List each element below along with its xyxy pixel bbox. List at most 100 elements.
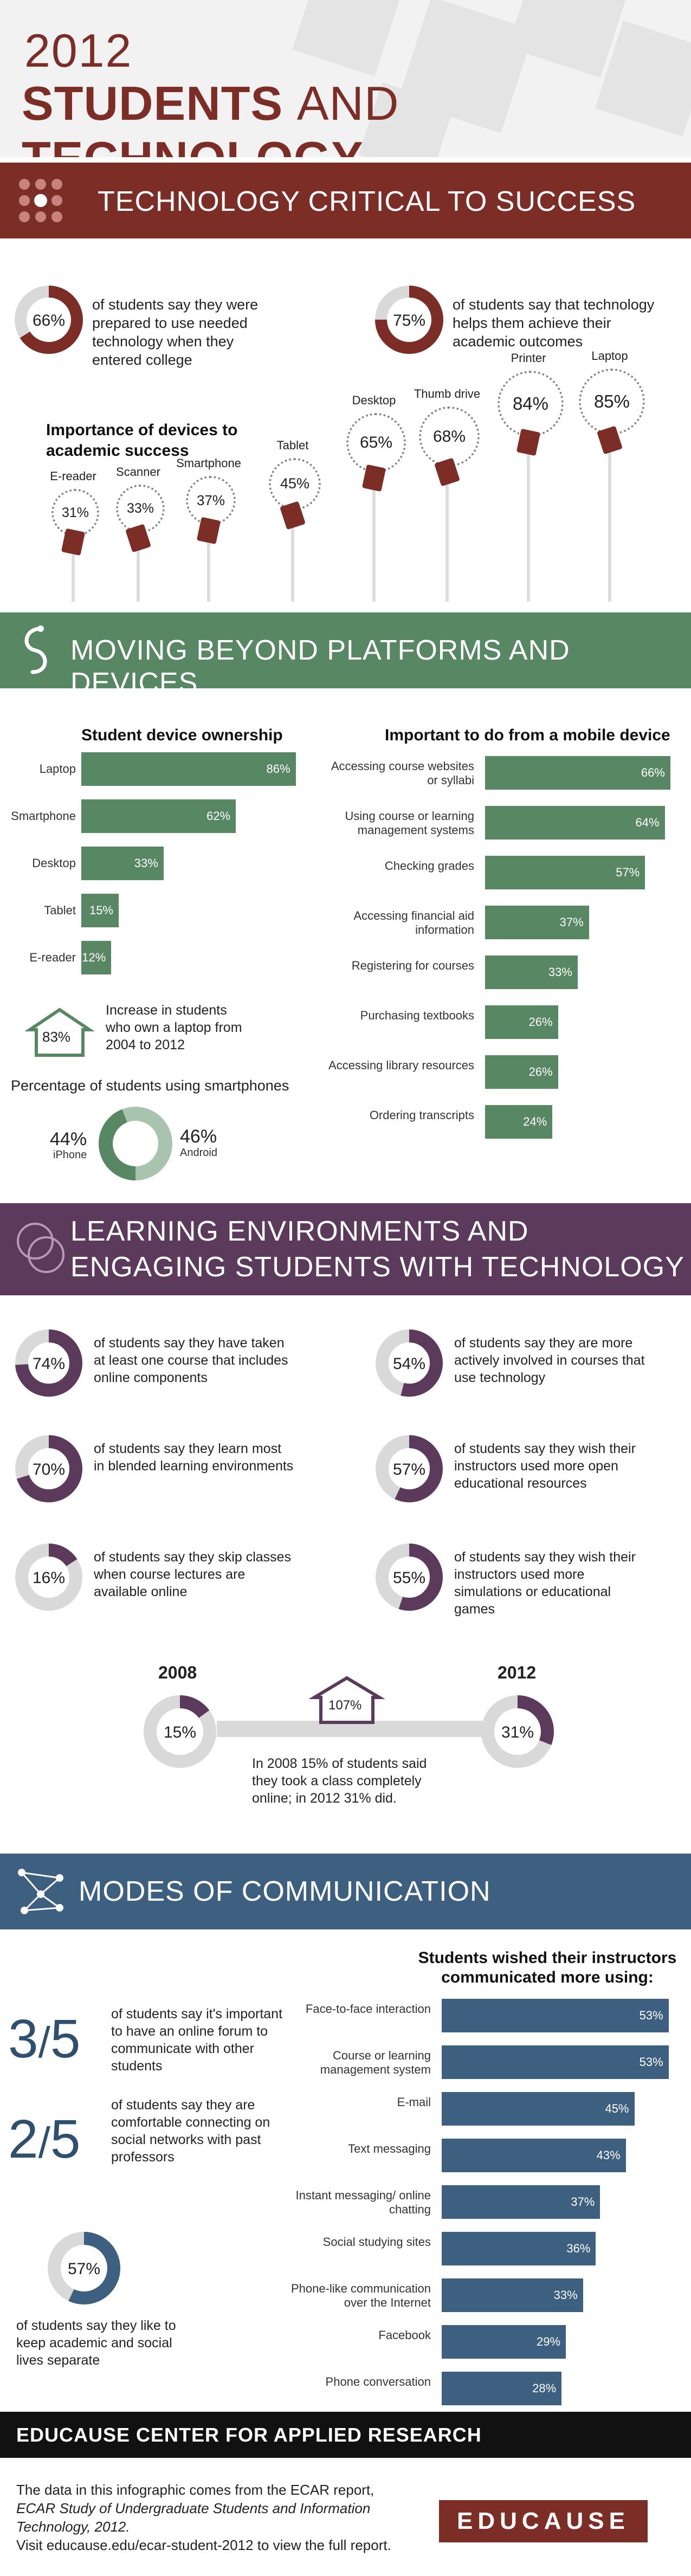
source-text: The data in this infographic comes from …	[16, 2481, 428, 2554]
mobile-label: Ordering transcripts	[369, 1108, 474, 1122]
comm-label: E-mail	[397, 2095, 431, 2109]
section-title-learning-2: ENGAGING STUDENTS WITH TECHNOLOGY	[70, 1251, 684, 1283]
donut-learning-value: 54%	[393, 1355, 425, 1373]
footer-org: EDUCAUSE CENTER FOR APPLIED RESEARCH	[16, 2424, 482, 2446]
device-label: Smartphone	[176, 456, 241, 470]
donut-learning-value: 74%	[33, 1355, 65, 1373]
comm-label: Course or learning management system	[320, 2049, 431, 2076]
section-title-communication: MODES OF COMMUNICATION	[79, 1876, 491, 1907]
mobile-bar: 64%	[485, 806, 665, 840]
mobile-label: Registering for courses	[351, 959, 474, 972]
comm-bar: 45%	[442, 2092, 635, 2126]
source-line-3: Visit educause.edu/ecar-student-2012 to …	[16, 2537, 391, 2553]
frac1-den: 5	[50, 2009, 81, 2069]
dots-grid-icon	[19, 179, 62, 222]
section-title-success: TECHNOLOGY CRITICAL TO SUCCESS	[98, 186, 636, 217]
android-label: Android	[180, 1147, 217, 1159]
device-value: 85%	[578, 368, 645, 435]
mobile-label: Checking grades	[384, 859, 474, 873]
educause-logo: EDUCAUSE	[439, 2500, 648, 2542]
donut-learning: 54%	[376, 1329, 443, 1397]
comm-bar: 28%	[442, 2372, 562, 2405]
device-label: Tablet	[276, 438, 309, 452]
donut-learning: 74%	[15, 1329, 82, 1397]
donut-learning-value: 55%	[393, 1569, 425, 1587]
ownership-value: 12%	[82, 951, 106, 964]
mobile-value: 24%	[523, 1115, 547, 1128]
decor-square	[292, 0, 402, 76]
mobile-value: 33%	[548, 965, 572, 979]
section-learning-content	[0, 1295, 691, 1854]
section-bar-learning: LEARNING ENVIRONMENTS AND ENGAGING STUDE…	[0, 1203, 691, 1295]
android-value: 46%	[180, 1126, 217, 1147]
smartphone-title: Percentage of students using smartphones	[11, 1077, 289, 1094]
ownership-title: Student device ownership	[81, 726, 283, 744]
frac2-den: 5	[50, 2109, 81, 2170]
mobile-value: 26%	[528, 1065, 553, 1079]
mobile-bar: 26%	[485, 1055, 558, 1089]
stat-outcomes-text: of students say that technology helps th…	[453, 296, 655, 350]
mobile-label: Using course or learning management syst…	[345, 809, 474, 837]
device-value: 68%	[419, 406, 480, 467]
donut-learning-value: 57%	[393, 1461, 425, 1479]
source-box: The data in this infographic comes from …	[0, 2458, 691, 2576]
source-line-2: ECAR Study of Undergraduate Students and…	[16, 2500, 371, 2535]
comm-label: Social studying sites	[322, 2235, 431, 2249]
iphone-label: iPhone	[53, 1149, 87, 1161]
network-icon	[18, 1869, 63, 1914]
mobile-value: 26%	[528, 1015, 553, 1029]
comm-bar: 36%	[442, 2232, 596, 2265]
house-arrow-icon	[24, 1008, 95, 1057]
device-stem	[137, 506, 140, 602]
footer-bar: EDUCAUSE CENTER FOR APPLIED RESEARCH	[0, 2412, 691, 2458]
section-title-learning-1: LEARNING ENVIRONMENTS AND	[70, 1216, 529, 1247]
donut-outcomes-value: 75%	[393, 312, 425, 330]
ownership-label: Desktop	[32, 856, 76, 870]
ownership-value: 33%	[134, 856, 158, 870]
learning-stat-text: of students say they wish their instruct…	[454, 1550, 636, 1617]
comm-value: 29%	[537, 2335, 561, 2348]
ownership-bar: 12%	[81, 941, 112, 974]
ownership-label: Tablet	[44, 903, 76, 917]
ownership-bar: 62%	[81, 799, 236, 833]
donut-2008: 15%	[144, 1695, 216, 1768]
device-stem	[372, 441, 376, 602]
title-technology: TECHNOLOGY	[22, 132, 364, 157]
mobile-label: Accessing course websites or syllabi	[331, 759, 474, 787]
learning-stat-text: of students say they have taken at least…	[94, 1335, 288, 1385]
comm-bar: 33%	[442, 2278, 583, 2312]
device-stem	[207, 498, 210, 602]
device-label: E-reader	[50, 469, 96, 483]
mobile-value: 37%	[559, 915, 584, 929]
comm-value: 28%	[532, 2381, 557, 2395]
donut-learning-value: 16%	[33, 1569, 65, 1587]
donut-2012-value: 31%	[501, 1723, 534, 1741]
fraction-forum: 3/5	[8, 2009, 81, 2069]
comm-bar: 29%	[442, 2325, 566, 2359]
source-line-1: The data in this infographic comes from …	[16, 2482, 374, 2498]
section-bar-platforms: MOVING BEYOND PLATFORMS AND DEVICES	[0, 612, 691, 699]
donut-2008-value: 15%	[164, 1723, 196, 1741]
device-value: 37%	[186, 475, 236, 526]
frac1-num: 3	[8, 2009, 38, 2069]
comm-value: 33%	[553, 2288, 578, 2302]
fraction-social: 2/5	[8, 2109, 81, 2170]
donut-separate-value: 57%	[68, 2260, 100, 2278]
donut-learning: 70%	[15, 1435, 82, 1502]
device-label: Desktop	[352, 393, 396, 408]
mobile-value: 64%	[635, 816, 660, 829]
comm-value: 43%	[596, 2148, 621, 2162]
ownership-value: 62%	[206, 809, 231, 823]
learning-stat-text: of students say they learn most in blend…	[94, 1441, 294, 1474]
device-label: Scanner	[116, 465, 160, 479]
comm-value: 37%	[571, 2195, 595, 2209]
title-and: AND	[296, 76, 399, 130]
comm-label: Face-to-face interaction	[305, 2002, 431, 2016]
donut-prepared-value: 66%	[33, 312, 65, 330]
comm-bar: 43%	[442, 2139, 626, 2172]
mobile-bar: 57%	[485, 856, 645, 889]
donut-outcomes: 75%	[375, 286, 443, 354]
ownership-bar: 15%	[81, 894, 119, 927]
year-2012: 2012	[498, 1663, 537, 1682]
